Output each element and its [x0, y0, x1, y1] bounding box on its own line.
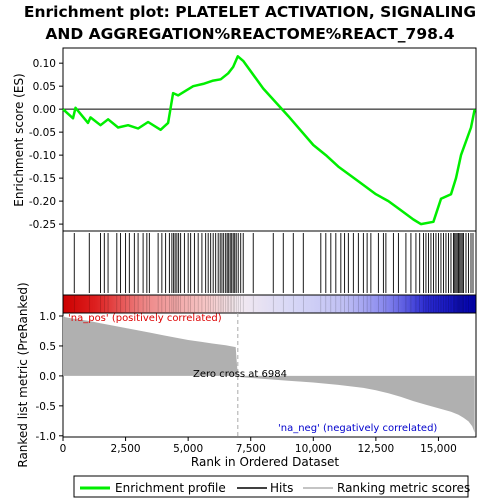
legend-box: [73, 475, 469, 498]
zero-cross-label: Zero cross at 6984: [193, 369, 287, 380]
metric-y-tick-label: 0.5: [39, 341, 56, 353]
x-tick-label: 2,500: [111, 443, 141, 455]
es-line-layer: [62, 55, 476, 226]
colorbar-hit-marks: [73, 296, 474, 312]
metric-y-tick-label: -0.5: [36, 401, 57, 413]
x-tick-label: 0: [60, 443, 67, 455]
legend-metric-label: Ranking metric scores: [337, 481, 470, 495]
hits-panel-frame: [62, 230, 477, 296]
neg-label: 'na_neg' (negatively correlated): [278, 423, 437, 434]
metric-y-axis-label: Ranked list metric (PreRanked): [16, 282, 30, 467]
es-y-tick-label: 0.10: [33, 58, 56, 70]
x-tick-label: 15,000: [420, 443, 457, 455]
chart-title-line1: Enrichment plot: PLATELET ACTIVATION, SI…: [24, 3, 476, 21]
es-y-tick-label: -0.15: [29, 173, 56, 185]
chart-title-line2: AND AGGREGATION%REACTOME%REACT_798.4: [45, 25, 454, 43]
metric-area-layer: [63, 316, 475, 433]
x-tick-label: 7,500: [236, 443, 266, 455]
x-tick-label: 10,000: [295, 443, 332, 455]
x-tick-label: 5,000: [173, 443, 203, 455]
metric-y-tick-label: -1.0: [36, 431, 57, 443]
x-tick-label: 12,500: [358, 443, 395, 455]
es-y-tick-label: -0.10: [29, 150, 56, 162]
metric-y-tick-label: 0.0: [39, 371, 56, 383]
rank-colorbar: [62, 294, 477, 314]
es-y-ticks: 0.10 0.05 0.00 -0.05 -0.10 -0.15 -0.20 -0.25: [29, 58, 63, 231]
es-panel-frame: [62, 47, 477, 232]
pos-label: 'na_pos' (positively correlated): [68, 313, 222, 324]
es-y-tick-label: 0.05: [33, 81, 56, 93]
x-axis-label: Rank in Ordered Dataset: [191, 455, 339, 469]
metric-y-ticks: 1.0 0.5 0.0 -0.5 -1.0: [36, 311, 63, 443]
es-line: [62, 55, 476, 226]
metric-area: [63, 316, 475, 433]
es-y-axis-label: Enrichment score (ES): [12, 73, 26, 206]
es-y-tick-label: -0.25: [29, 219, 56, 231]
es-y-tick-label: -0.05: [29, 127, 56, 139]
metric-y-tick-label: 1.0: [39, 311, 56, 323]
metric-x-ticks: 0 2,500 5,000 7,500 10,000 12,500 15,000: [60, 437, 457, 455]
legend-enrichment-label: Enrichment profile: [115, 481, 226, 495]
es-y-tick-label: 0.00: [33, 104, 56, 116]
hits-layer: [73, 233, 474, 293]
legend-hits-label: Hits: [270, 481, 293, 495]
es-y-tick-label: -0.20: [29, 196, 56, 208]
